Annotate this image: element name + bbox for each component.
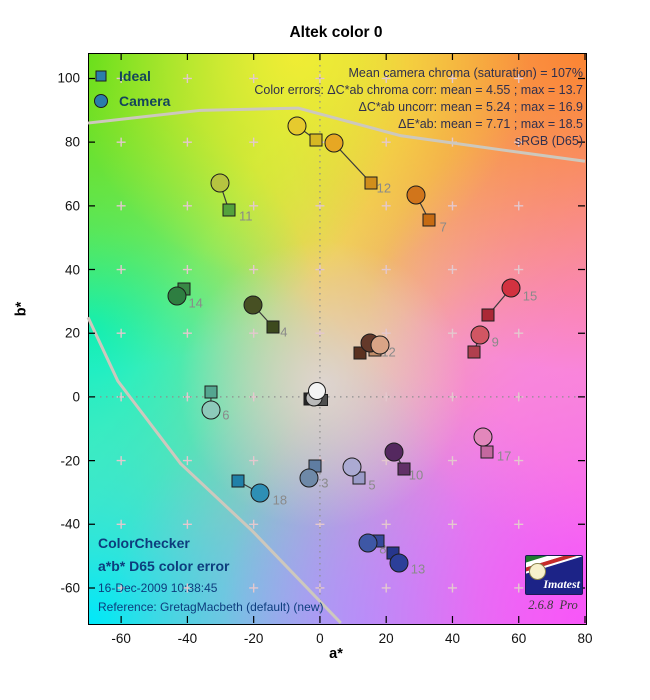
logo-brand-text: Imatest (543, 577, 580, 591)
x-tick-label: 60 (511, 631, 527, 646)
y-tick-label: 80 (64, 134, 80, 150)
version-number: 2.6.8 (528, 598, 554, 612)
info-colorchecker: ColorChecker (98, 535, 190, 551)
info-reference: Reference: GretagMacbeth (default) (new) (98, 600, 324, 614)
x-tick-label: 20 (378, 631, 394, 646)
info-chart-type: a*b* D65 color error (98, 558, 230, 574)
logo-sun-icon (529, 563, 546, 580)
stat-uncorr: ΔC*ab uncorr: mean = 5.24 ; max = 16.9 (358, 100, 583, 114)
legend-camera-circle-icon (94, 94, 108, 108)
y-tick-label: 0 (72, 389, 80, 405)
x-tick-label: -20 (243, 631, 264, 646)
legend-ideal-label: Ideal (119, 68, 151, 84)
y-tick-label: 60 (64, 198, 80, 214)
x-tick-label: -60 (111, 631, 131, 646)
x-axis-title: a* (329, 646, 343, 662)
stat-mean-chroma: Mean camera chroma (saturation) = 107% (348, 66, 584, 80)
y-tick-label: -60 (60, 580, 80, 596)
gamut-label-srgb: sRGB (D65) (514, 134, 583, 148)
stat-chroma-corr: Color errors: ΔC*ab chroma corr: mean = … (254, 83, 583, 97)
legend-ideal-square-icon (95, 70, 107, 82)
y-tick-label: -20 (60, 453, 80, 469)
logo-version-text: 2.6.8 Pro (520, 598, 586, 613)
legend-camera-label: Camera (119, 93, 171, 109)
imatest-logo: Imatest (525, 555, 583, 595)
x-tick-label: 40 (444, 631, 460, 646)
y-axis-title: b* (13, 301, 30, 317)
x-tick-label: 0 (316, 631, 324, 646)
chart-title: Altek color 0 (289, 24, 383, 41)
y-tick-label: 100 (57, 70, 80, 86)
x-tick-label: 80 (577, 631, 593, 646)
stat-delta-e: ΔE*ab: mean = 7.71 ; max = 18.5 (398, 117, 583, 131)
y-tick-label: 20 (64, 325, 80, 341)
y-tick-label: -40 (60, 516, 80, 532)
y-tick-label: 40 (64, 262, 80, 278)
x-tick-label: -40 (177, 631, 198, 646)
info-timestamp: 16-Dec-2009 10:38:45 (98, 581, 218, 595)
edition-name: Pro (559, 598, 578, 612)
